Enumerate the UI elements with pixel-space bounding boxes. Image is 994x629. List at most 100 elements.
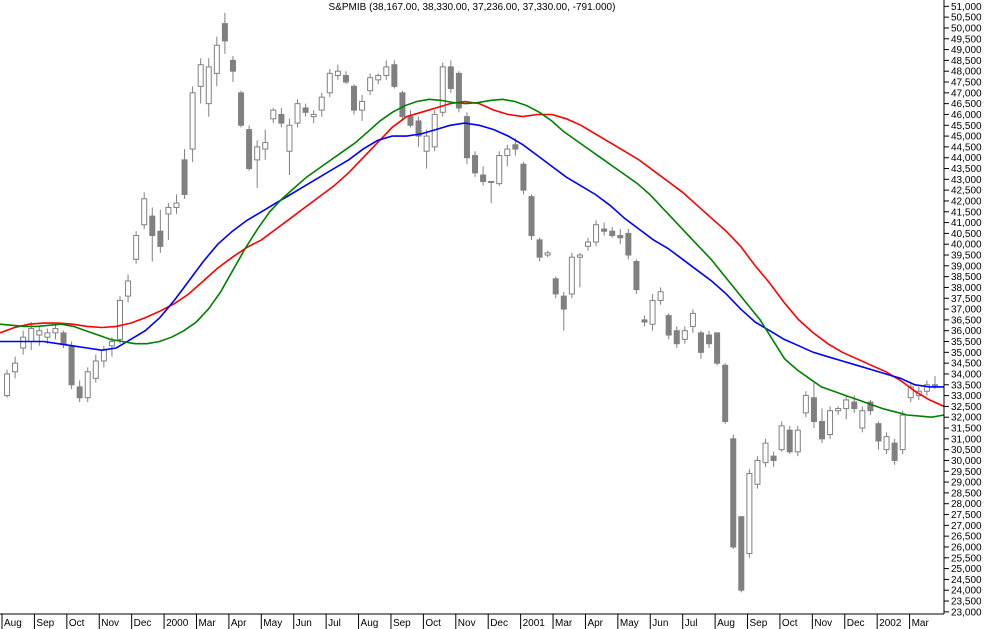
y-tick-label: 35,000 [951,348,982,359]
y-tick-label: 37,500 [951,294,982,305]
candle [472,151,479,178]
candle [496,151,503,186]
candle [794,425,801,457]
x-tick-label: Jun [296,618,312,629]
candle [447,60,454,93]
candle [657,287,664,305]
y-tick-label: 44,500 [951,142,982,153]
y-tick-label: 50,000 [951,23,982,34]
candle [423,129,430,169]
candle [375,73,382,85]
candle [52,324,59,340]
x-tick-label: Aug [4,618,22,629]
y-tick-label: 45,500 [951,121,982,132]
x-tick-label: May [263,618,282,629]
candle [262,129,269,160]
candle [197,58,204,104]
candle [326,69,333,98]
ma-long-line [0,100,945,408]
candle [20,330,27,355]
y-tick-label: 33,000 [951,391,982,402]
x-tick-label: Nov [458,618,476,629]
y-tick-label: 34,500 [951,359,982,370]
x-tick-label: Apr [587,618,603,629]
candle [125,274,132,303]
candle [738,516,745,593]
candle [213,36,220,87]
y-tick-label: 38,000 [951,283,982,294]
y-tick-label: 48,500 [951,56,982,67]
x-tick-label: Aug [361,618,379,629]
y-tick-label: 40,500 [951,229,982,240]
x-tick-label: Dec [847,618,865,629]
candle [254,140,261,188]
candle [12,356,19,379]
y-tick-label: 26,500 [951,532,982,543]
x-tick-label: Nov [101,618,119,629]
candle [286,118,293,176]
candle [351,84,357,115]
y-tick-label: 29,000 [951,478,982,489]
x-tick-label: Oct [69,618,85,629]
x-tick-label: Sep [36,618,54,629]
candle [342,71,349,85]
y-tick-label: 42,500 [951,186,982,197]
candle [504,144,511,167]
y-tick-label: 43,500 [951,164,982,175]
y-tick-label: 36,500 [951,315,982,326]
candle [278,107,285,128]
candle [544,250,551,258]
candle [84,367,91,403]
y-tick-label: 50,500 [951,13,982,24]
y-tick-label: 39,500 [951,251,982,262]
ma-mid-line [0,122,944,388]
y-tick-label: 38,500 [951,272,982,283]
y-tick-label: 47,500 [951,78,982,89]
candle [92,354,99,383]
candle [778,421,785,452]
y-tick-label: 36,000 [951,326,982,337]
candle [68,341,75,390]
y-tick-label: 25,500 [951,553,982,564]
candle [149,207,156,262]
candle [835,406,842,416]
candle [689,309,696,333]
moving-averages [0,98,945,419]
candle [157,209,164,253]
y-tick-label: 32,500 [951,402,982,413]
y-tick-label: 30,000 [951,456,982,467]
candle [189,86,196,163]
candle [697,330,704,359]
y-tick-label: 24,500 [951,575,982,586]
candle [601,222,608,236]
candle [568,252,575,299]
y-tick-label: 51,000 [951,2,982,13]
candle [722,363,729,424]
candle [318,92,325,117]
y-tick-label: 37,000 [951,305,982,316]
candle [221,12,228,54]
candle [270,107,277,124]
candle [633,259,640,294]
x-tick-label: Mar [912,618,930,629]
y-tick-label: 49,000 [951,45,982,56]
candle [173,194,180,214]
x-tick-label: Oct [425,618,441,629]
y-tick-label: 30,500 [951,445,982,456]
y-tick-label: 46,000 [951,110,982,121]
candle [181,149,188,199]
candle [810,382,817,429]
candle [625,229,632,260]
x-tick-label: May [620,618,639,629]
candle [819,408,825,444]
y-tick-label: 49,500 [951,34,982,45]
x-tick-label: Dec [490,618,508,629]
y-tick-label: 26,000 [951,542,982,553]
candle [560,291,567,331]
candle [367,73,374,95]
y-tick-label: 45,000 [951,132,982,143]
candle [673,326,680,349]
candle [859,406,866,433]
y-tick-label: 23,000 [951,607,982,618]
